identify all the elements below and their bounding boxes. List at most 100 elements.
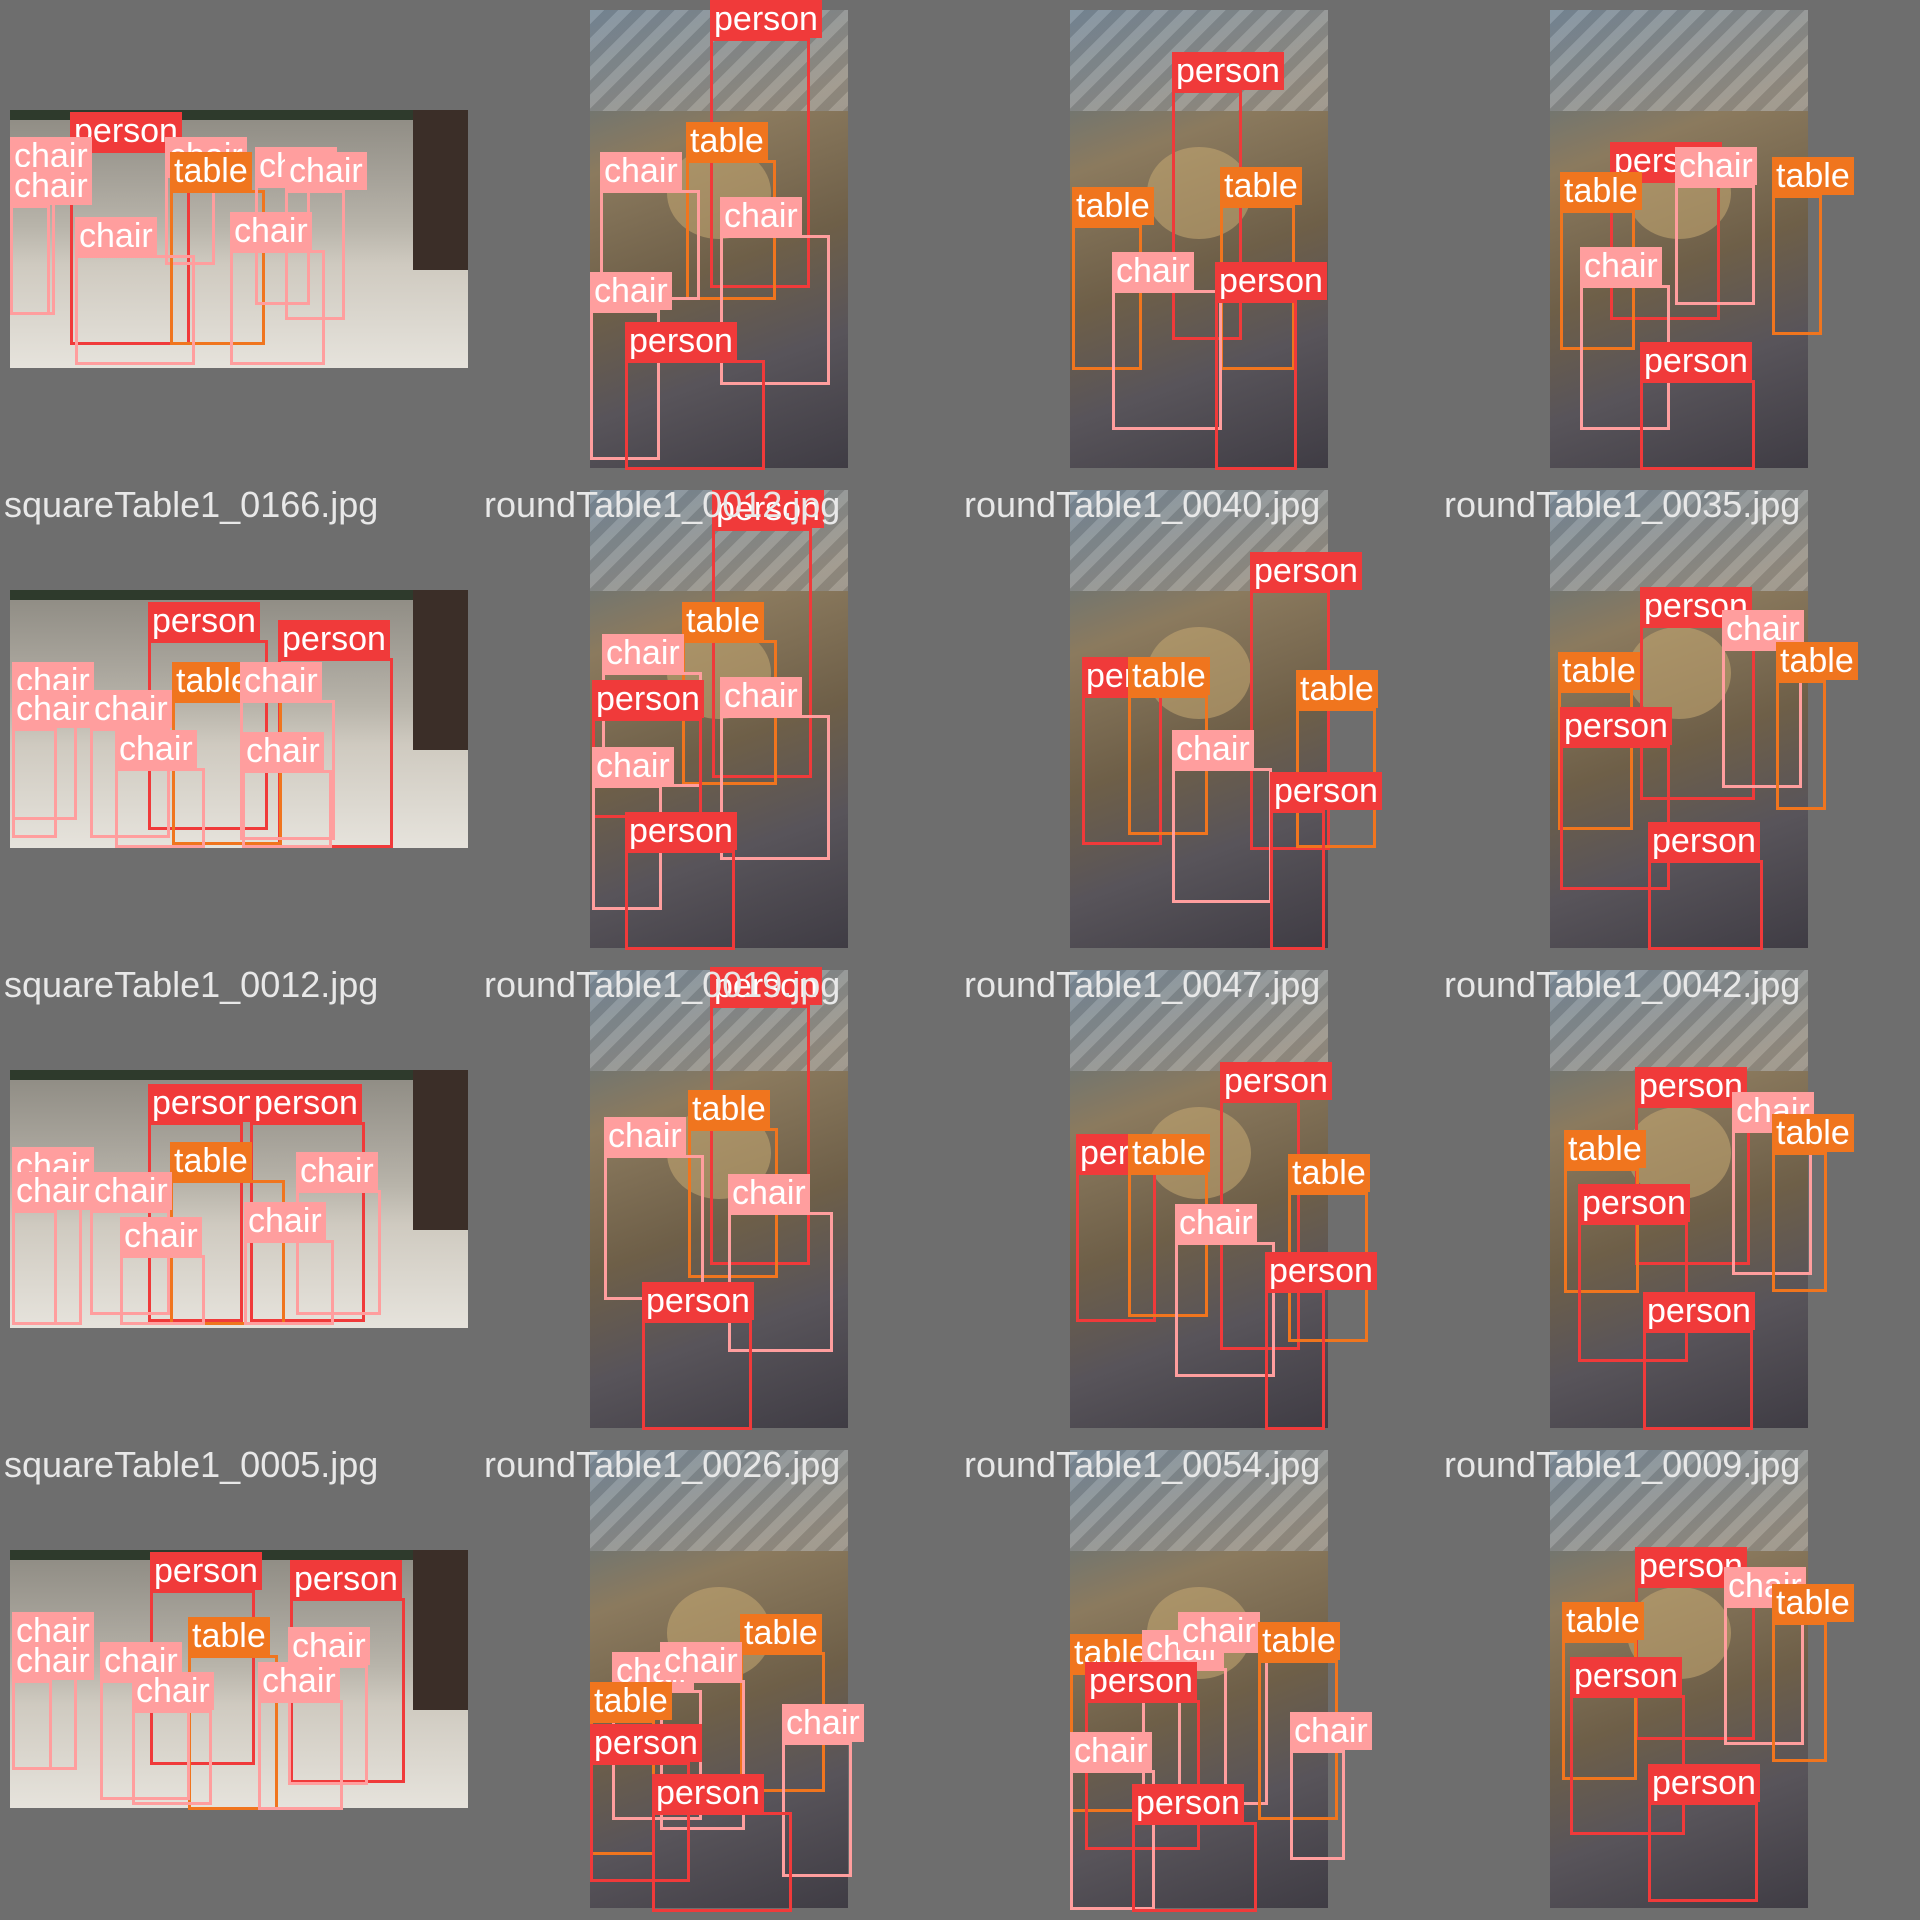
tile-caption: squareTable1_0005.jpg <box>4 1444 379 1485</box>
detection-label: person <box>625 812 737 850</box>
tile-caption: squareTable1_0012.jpg <box>4 964 379 1005</box>
detection-box-chair <box>12 1680 52 1770</box>
tile-photo <box>590 10 848 468</box>
detection-label: chair <box>242 732 324 770</box>
detection-label: table <box>682 602 764 640</box>
detection-label: chair <box>1178 1612 1260 1650</box>
detection-box-person <box>1076 1172 1156 1322</box>
detection-label: table <box>1128 1134 1210 1172</box>
tile-caption: roundTable1_0019.jpg <box>484 964 841 1005</box>
detection-label: chair <box>1070 1732 1152 1770</box>
detection-box-person <box>1250 590 1330 850</box>
detection-label: table <box>188 1617 270 1655</box>
detection-box-chair <box>120 1255 205 1325</box>
detection-box-person <box>652 1812 792 1912</box>
detection-label: person <box>652 1774 764 1812</box>
detection-label: person <box>1172 52 1284 90</box>
detection-label: person <box>278 620 390 658</box>
detection-box-chair <box>1290 1750 1345 1860</box>
detection-label: chair <box>592 747 674 785</box>
detection-label: chair <box>782 1704 864 1742</box>
detection-box-chair <box>1722 648 1802 788</box>
tile-caption: roundTable1_0040.jpg <box>964 484 1321 525</box>
detection-box-chair <box>132 1710 212 1805</box>
tile-photo <box>1550 10 1808 468</box>
mosaic-tile: roundTable1_0019.jpg person table chair chai… <box>480 960 960 1440</box>
detection-box-chair <box>1175 1242 1275 1377</box>
detection-box-chair <box>244 1240 334 1325</box>
tile-photo <box>1070 970 1328 1428</box>
detection-label: table <box>170 152 252 190</box>
detection-label: table <box>1772 1114 1854 1152</box>
detection-label: chair <box>590 272 672 310</box>
detection-box-table <box>1072 225 1142 370</box>
detection-box-chair <box>1070 1770 1155 1910</box>
tile-caption: roundTable1_0026.jpg <box>484 1444 841 1485</box>
detection-label: person <box>250 1084 362 1122</box>
detection-label: chair <box>230 212 312 250</box>
detection-label: chair <box>90 1172 172 1210</box>
mosaic-tile: roundTable1_0035.jpg person chair table tabl… <box>1440 480 1920 960</box>
detection-label: table <box>1128 657 1210 695</box>
detection-box-person <box>1270 810 1325 950</box>
tile-caption: roundTable1_0054.jpg <box>964 1444 1321 1485</box>
detection-label: chair <box>285 152 367 190</box>
detection-label: chair <box>1175 1204 1257 1242</box>
detection-box-chair <box>258 1700 343 1810</box>
detection-box-person <box>1648 860 1763 950</box>
detection-label: person <box>1648 822 1760 860</box>
tile-caption: roundTable1_0009.jpg <box>1444 1444 1801 1485</box>
detection-box-chair <box>1724 1605 1804 1745</box>
detection-box-person <box>625 360 765 470</box>
detection-box-chair <box>720 715 830 860</box>
tile-caption: roundTable1_0042.jpg <box>1444 964 1801 1005</box>
detection-label: person <box>1578 1184 1690 1222</box>
detection-box-person <box>590 1762 690 1882</box>
detection-label: table <box>1296 670 1378 708</box>
detection-label: chair <box>296 1152 378 1190</box>
detection-box-chair <box>782 1742 852 1877</box>
detection-label: chair <box>1112 252 1194 290</box>
detection-box-person <box>1640 380 1755 470</box>
detection-label: chair <box>12 1642 94 1680</box>
detection-label: person <box>625 322 737 360</box>
detection-label: table <box>590 1682 672 1720</box>
detection-label: chair <box>244 1202 326 1240</box>
mosaic-tile: roundTable1_0012.jpg person table chair pers… <box>480 480 960 960</box>
detection-label: person <box>1640 342 1752 380</box>
detection-label: table <box>170 1142 252 1180</box>
detection-label: person <box>150 1552 262 1590</box>
tile-caption: roundTable1_0035.jpg <box>1444 484 1801 525</box>
detection-label: chair <box>660 1642 742 1680</box>
detection-label: chair <box>1290 1712 1372 1750</box>
detection-label: person <box>1265 1252 1377 1290</box>
detection-box-table <box>1772 195 1822 335</box>
detection-label: person <box>1648 1764 1760 1802</box>
detection-label: chair <box>720 197 802 235</box>
detection-box-person <box>1132 1822 1257 1912</box>
detection-box-chair <box>12 728 57 838</box>
detection-label: person <box>1085 1662 1197 1700</box>
detection-box-table <box>1564 1168 1639 1293</box>
detection-label: table <box>1560 172 1642 210</box>
detection-label: table <box>686 122 768 160</box>
detection-label: table <box>688 1090 770 1128</box>
detection-label: chair <box>115 730 197 768</box>
detection-label: table <box>1220 167 1302 205</box>
detection-box-chair <box>720 235 830 385</box>
detection-box-chair <box>285 190 345 320</box>
mosaic-tile: person chair table table chair person <box>1440 0 1920 480</box>
detection-label: chair <box>12 1172 94 1210</box>
detection-label: chair <box>288 1627 370 1665</box>
mosaic-tile: squareTable1_0166.jpg person person chair ch… <box>0 480 480 960</box>
detection-box-person <box>1643 1330 1753 1430</box>
detection-box-chair <box>240 700 335 840</box>
mosaic-tile: squareTable1_0005.jpg person person chair ch… <box>0 1440 480 1920</box>
detection-label: chair <box>240 662 322 700</box>
detection-label: person <box>1570 1657 1682 1695</box>
detection-box-chair <box>12 1210 57 1325</box>
detection-label: table <box>1558 652 1640 690</box>
detection-box-chair <box>1172 768 1272 903</box>
